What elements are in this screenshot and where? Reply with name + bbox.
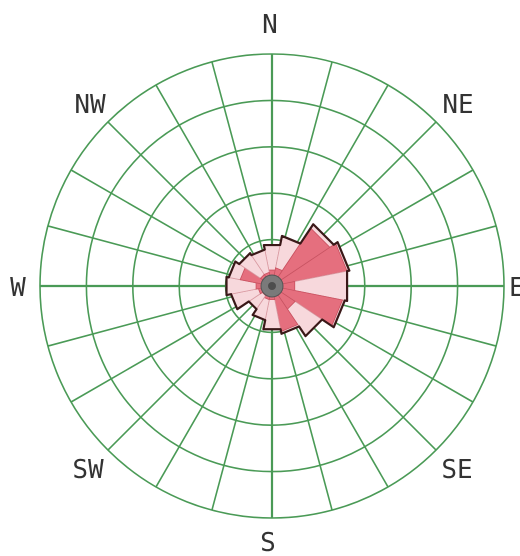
direction-label-s: S	[260, 528, 276, 556]
grid-spoke-225	[107, 285, 273, 451]
grid-spoke-195	[211, 285, 273, 511]
direction-label-sw: SW	[72, 455, 104, 485]
rose-petals	[225, 223, 351, 338]
center-dot	[268, 282, 276, 290]
grid-spoke-330	[155, 84, 273, 287]
grid-spoke-345	[211, 61, 273, 287]
direction-label-e: E	[509, 273, 520, 303]
direction-label-nw: NW	[74, 90, 106, 120]
direction-label-ne: NE	[442, 90, 473, 120]
rose-center	[260, 274, 284, 298]
direction-label-w: W	[10, 273, 26, 303]
direction-label-se: SE	[441, 455, 472, 485]
rose-outline	[225, 223, 351, 338]
direction-label-n: N	[262, 10, 278, 40]
grid-spoke-210	[155, 285, 273, 488]
